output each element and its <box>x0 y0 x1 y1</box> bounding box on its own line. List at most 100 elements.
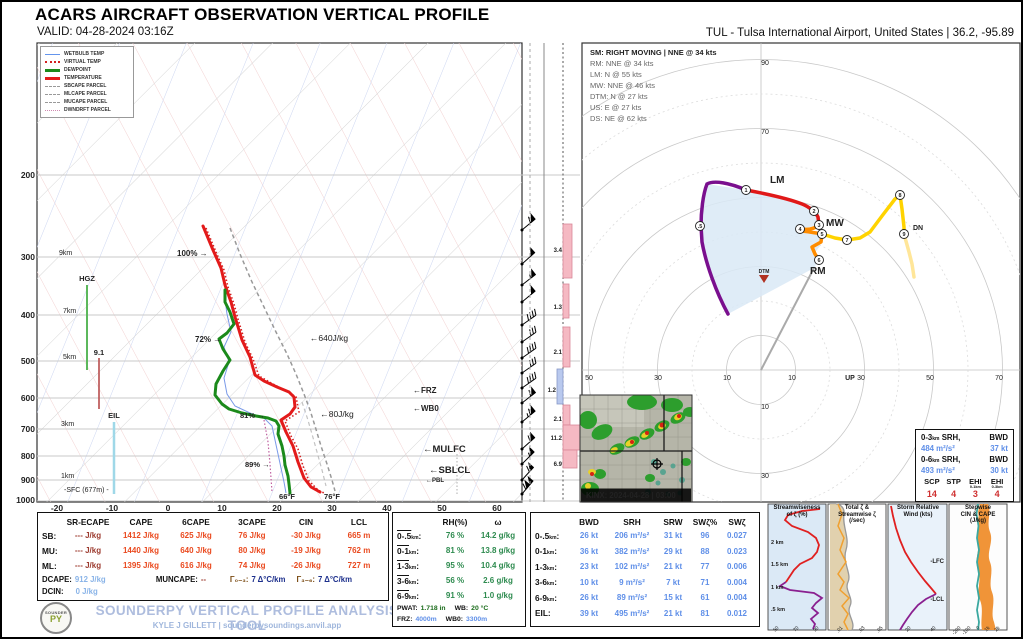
ehi-0-3-value: 4 <box>994 489 1000 499</box>
vorticity-title: Total ζ & Streamwise ζ (/sec) <box>838 505 876 524</box>
dwndrft-swatch-icon <box>45 109 60 111</box>
table-row: 0-1km: 81 % 13.8 g/kg <box>397 545 516 556</box>
svg-text:4: 4 <box>798 227 802 233</box>
mlcape-parcel-trace <box>301 401 327 487</box>
legend-item: SBCAPE PARCEL <box>45 82 129 90</box>
table-row: 0-.5km: 76 % 14.2 g/kg <box>397 530 516 541</box>
svg-text:11.2: 11.2 <box>551 436 563 442</box>
table-row: SB: --- J/kg 1412 J/kg 625 J/kg 76 J/kg … <box>42 530 371 541</box>
kin-header-row: BWD SRH SRW SWζ% SWζ <box>579 516 746 527</box>
srh-0-3-value: 484 m²/s² <box>921 444 955 453</box>
svg-text:.01: .01 <box>835 625 844 634</box>
svg-text:10: 10 <box>788 375 796 382</box>
dewpoint-swatch-icon <box>45 68 60 72</box>
cape80-label: ←80J/kg <box>320 409 354 419</box>
rh-header-row: RH(%) ω <box>442 516 502 527</box>
mini-panels: 2 km 1.5 km 1 km .5 km 50 70 90 .01 <box>767 503 1008 637</box>
svg-text:70: 70 <box>995 375 1003 382</box>
svg-text:2 km: 2 km <box>771 540 784 546</box>
svg-text:500: 500 <box>21 356 35 366</box>
srw-panel: -LFC -LCL 20 40 <box>887 503 948 633</box>
srw-lfc-label: -LFC <box>930 559 944 565</box>
mucape-swatch-icon <box>45 101 60 103</box>
svg-text:10: 10 <box>217 503 227 513</box>
stepwise-panel: -200 -100 0 1k 2k <box>948 503 1008 637</box>
legend-item: MUCAPE PARCEL <box>45 98 129 106</box>
virtual-temp-swatch-icon <box>45 61 60 63</box>
lm-point-label: LM <box>770 175 784 186</box>
rm-point-label: RM <box>810 266 826 277</box>
sblcl-label: ←SBLCL <box>429 465 470 476</box>
svg-text:1.5 km: 1.5 km <box>771 562 788 568</box>
svg-text:1.2: 1.2 <box>548 388 557 394</box>
skewt-panel: HGZ 9.1 EIL <box>16 42 580 513</box>
ds-line: DS: NE @ 62 kts <box>590 114 647 123</box>
svg-text:30: 30 <box>761 473 769 480</box>
brand-title: SOUNDERPY VERTICAL PROFILE ANALYSIS TOOL <box>95 603 399 633</box>
svg-text:3km: 3km <box>61 421 74 428</box>
brand-credit: KYLE J GILLETT | sounderpysoundings.anvi… <box>152 621 342 630</box>
eil-line: EIL <box>108 411 120 494</box>
legend-item: DWNDRFT PARCEL <box>45 106 129 114</box>
svg-text:50: 50 <box>772 625 780 633</box>
hodograph-panel: 50 30 10 10 30 50 70 90 70 10 30 UP DN .… <box>579 42 1021 503</box>
svg-text:6.9: 6.9 <box>554 462 563 468</box>
sm-line: SM: RIGHT MOVING | NNE @ 34 kts <box>590 48 717 57</box>
svg-text:800: 800 <box>21 451 35 461</box>
hodo-trace-0-1km <box>699 180 748 316</box>
svg-text:0: 0 <box>166 503 171 513</box>
svg-text:600: 600 <box>21 393 35 403</box>
table-row: 6-9km: 91 % 1.0 g/kg <box>397 590 513 601</box>
stepwise-ticks: -200 -100 0 1k 2k <box>951 625 1002 637</box>
legend-item: MLCAPE PARCEL <box>45 90 129 98</box>
streamwiseness-ticks: 50 70 90 <box>772 625 820 633</box>
svg-text:2: 2 <box>812 209 815 215</box>
temperature-swatch-icon <box>45 76 60 80</box>
svg-text:1 km: 1 km <box>771 585 784 591</box>
cape640-label: ←640J/kg <box>310 333 349 343</box>
mucape-parcel-trace <box>229 227 336 492</box>
lapse-label: 9.1 <box>94 348 104 357</box>
table-row: 0-.5km: 26 kt 206 m²/s² 31 kt 96 0.027 <box>535 530 748 541</box>
stp-value: 4 <box>951 489 957 499</box>
table-row: 3-6km: 10 kt 9 m²/s² 7 kt 71 0.004 <box>535 577 748 588</box>
svg-text:40: 40 <box>929 625 937 633</box>
dtm-marker <box>759 275 769 283</box>
dcin-row: DCIN: 0 J/kg <box>42 586 98 596</box>
svg-text:.5: .5 <box>698 224 703 230</box>
stepwise-title: Stepwise CIN & CAPE (J/kg) <box>960 505 996 524</box>
sfc-temp-label: 76°F <box>324 492 340 501</box>
svg-text:7km: 7km <box>63 308 76 315</box>
legend-item: TEMPERATURE <box>45 74 129 82</box>
storm-motion-vector <box>760 267 815 371</box>
svg-text:50: 50 <box>437 503 447 513</box>
vorticity-ticks: .01 .03 .05 <box>835 625 884 634</box>
station-title: TUL - Tulsa International Airport, Unite… <box>705 27 1014 39</box>
svg-text:-100: -100 <box>961 625 972 636</box>
svg-text:.03: .03 <box>857 625 866 634</box>
srw-title: Storm Relative Wind (kts) <box>896 505 939 518</box>
pwat-row: PWAT: 1.718 in WB: 20 °C <box>397 605 489 612</box>
svg-text:700: 700 <box>21 424 35 434</box>
vorticity-panel: .01 .03 .05 <box>827 503 887 634</box>
svg-text:8: 8 <box>898 193 901 199</box>
radar-caption: KINX: 2024-04-28 | 03:00 <box>586 491 676 500</box>
storm-motion-readout: SM: RIGHT MOVING | NNE @ 34 kts RM: NNE … <box>590 48 780 125</box>
sfc-elevation-label: -SFC (677m) - <box>64 487 109 494</box>
svg-text:1k: 1k <box>983 625 991 633</box>
svg-text:-20: -20 <box>51 503 64 513</box>
srh-0-6-value: 493 m²/s² <box>921 466 955 475</box>
table-row: 3-6km: 56 % 2.6 g/kg <box>397 575 513 586</box>
skewt-legend: WETBULB TEMP VIRTUAL TEMP DEWPOINT TEMPE… <box>40 46 134 118</box>
rh89-label: 89% → <box>245 460 270 469</box>
table-row: 1-3km: 95 % 10.4 g/kg <box>397 560 516 571</box>
svg-text:-10: -10 <box>106 503 119 513</box>
table-row: EIL: 39 kt 495 m²/s² 21 kt 81 0.012 <box>535 608 748 619</box>
streamwiseness-title: Streamwiseness of ζ (%) <box>773 505 821 518</box>
svg-text:2k: 2k <box>993 625 1001 633</box>
svg-text:200: 200 <box>21 170 35 180</box>
svg-text:5km: 5km <box>63 354 76 361</box>
svg-text:-200: -200 <box>951 625 962 636</box>
mw-line: MW: NNE @ 46 kts <box>590 81 655 90</box>
